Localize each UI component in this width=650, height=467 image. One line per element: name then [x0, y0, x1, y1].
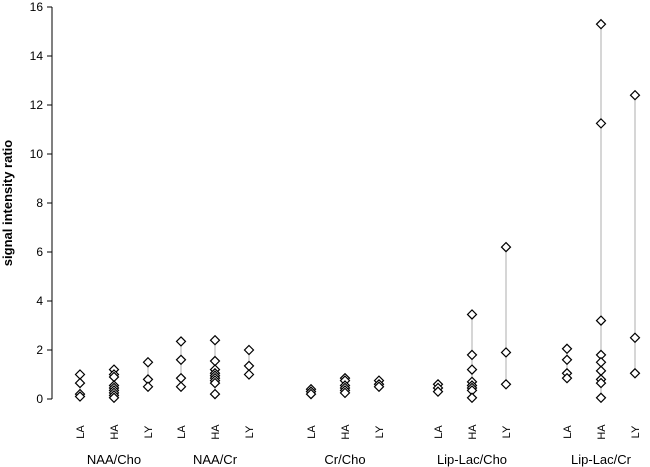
data-point: [108, 392, 120, 404]
category-label: LA: [433, 425, 445, 439]
group-label: Cr/Cho: [324, 452, 365, 467]
group-labels: NAA/Cho NAA/Cr Cr/Cho Lip-Lac/Cho Lip-Lac/Cr: [87, 452, 632, 467]
data-point: [595, 356, 607, 368]
group-label: Lip-Lac/Cho: [437, 452, 507, 467]
data-point: [500, 378, 512, 390]
data-point: [595, 315, 607, 326]
data-point: [629, 332, 641, 344]
y-tick-label: 16: [30, 0, 44, 14]
data-point: [629, 89, 641, 101]
category-label: HA: [596, 424, 608, 440]
data-point: [209, 355, 221, 367]
category-label: LY: [374, 425, 386, 438]
y-tick-label: 12: [30, 98, 44, 112]
data-point: [175, 336, 187, 347]
category-label: LA: [75, 425, 87, 439]
data-point: [500, 347, 512, 358]
data-point: [74, 377, 86, 389]
y-tick-label: 10: [30, 147, 44, 161]
data-point: [595, 365, 607, 377]
y-tick-label: 14: [30, 49, 44, 63]
group-label: NAA/Cho: [87, 452, 141, 467]
group-label: Lip-Lac/Cr: [571, 452, 632, 467]
data-point: [175, 372, 187, 384]
y-tick-label: 0: [36, 392, 43, 406]
category-label: LA: [562, 425, 574, 439]
data-points: [74, 18, 641, 404]
data-point: [466, 364, 478, 375]
category-label: LA: [176, 425, 188, 439]
group-label: NAA/Cr: [193, 452, 238, 467]
data-point: [432, 386, 444, 397]
data-point: [561, 372, 573, 384]
data-point: [243, 344, 255, 356]
range-lines: [79, 24, 636, 398]
data-point: [466, 349, 478, 361]
data-point: [209, 377, 221, 389]
data-point: [74, 369, 86, 380]
category-label: HA: [109, 424, 121, 440]
data-point: [209, 388, 221, 400]
data-point: [466, 392, 478, 404]
data-point: [561, 354, 573, 366]
y-tick-label: 6: [36, 245, 43, 259]
data-point: [74, 391, 86, 402]
category-label: LA: [306, 425, 318, 439]
category-label: LY: [501, 425, 513, 438]
data-point: [561, 343, 573, 355]
category-labels: LA HA LY LA HA LY LA HA LY LA HA LY LA HA LY: [75, 424, 642, 440]
data-point: [175, 354, 187, 366]
data-point: [500, 241, 512, 253]
data-point: [209, 334, 221, 346]
y-tick-label: 2: [36, 343, 43, 357]
data-point: [629, 367, 641, 379]
category-label: LY: [143, 425, 155, 438]
data-point: [595, 118, 607, 129]
data-point: [243, 369, 255, 380]
data-point: [142, 381, 154, 393]
y-axis: 0 2 4 6 8 10 12 14 16: [30, 0, 53, 406]
y-axis-title: signal intensity ratio: [0, 140, 15, 266]
category-label: LY: [630, 425, 642, 438]
data-point: [595, 392, 607, 404]
data-point: [466, 309, 478, 320]
data-point: [373, 381, 385, 393]
data-point: [305, 388, 317, 400]
y-tick-label: 8: [36, 196, 43, 210]
data-point: [595, 377, 607, 389]
data-point: [243, 360, 255, 372]
data-point: [142, 356, 154, 368]
data-point: [595, 18, 607, 30]
data-point: [339, 387, 351, 399]
category-label: HA: [340, 424, 352, 440]
category-label: LY: [244, 425, 256, 438]
category-label: HA: [210, 424, 222, 440]
data-point: [175, 381, 187, 393]
y-tick-label: 4: [36, 294, 43, 308]
category-label: HA: [467, 424, 479, 440]
